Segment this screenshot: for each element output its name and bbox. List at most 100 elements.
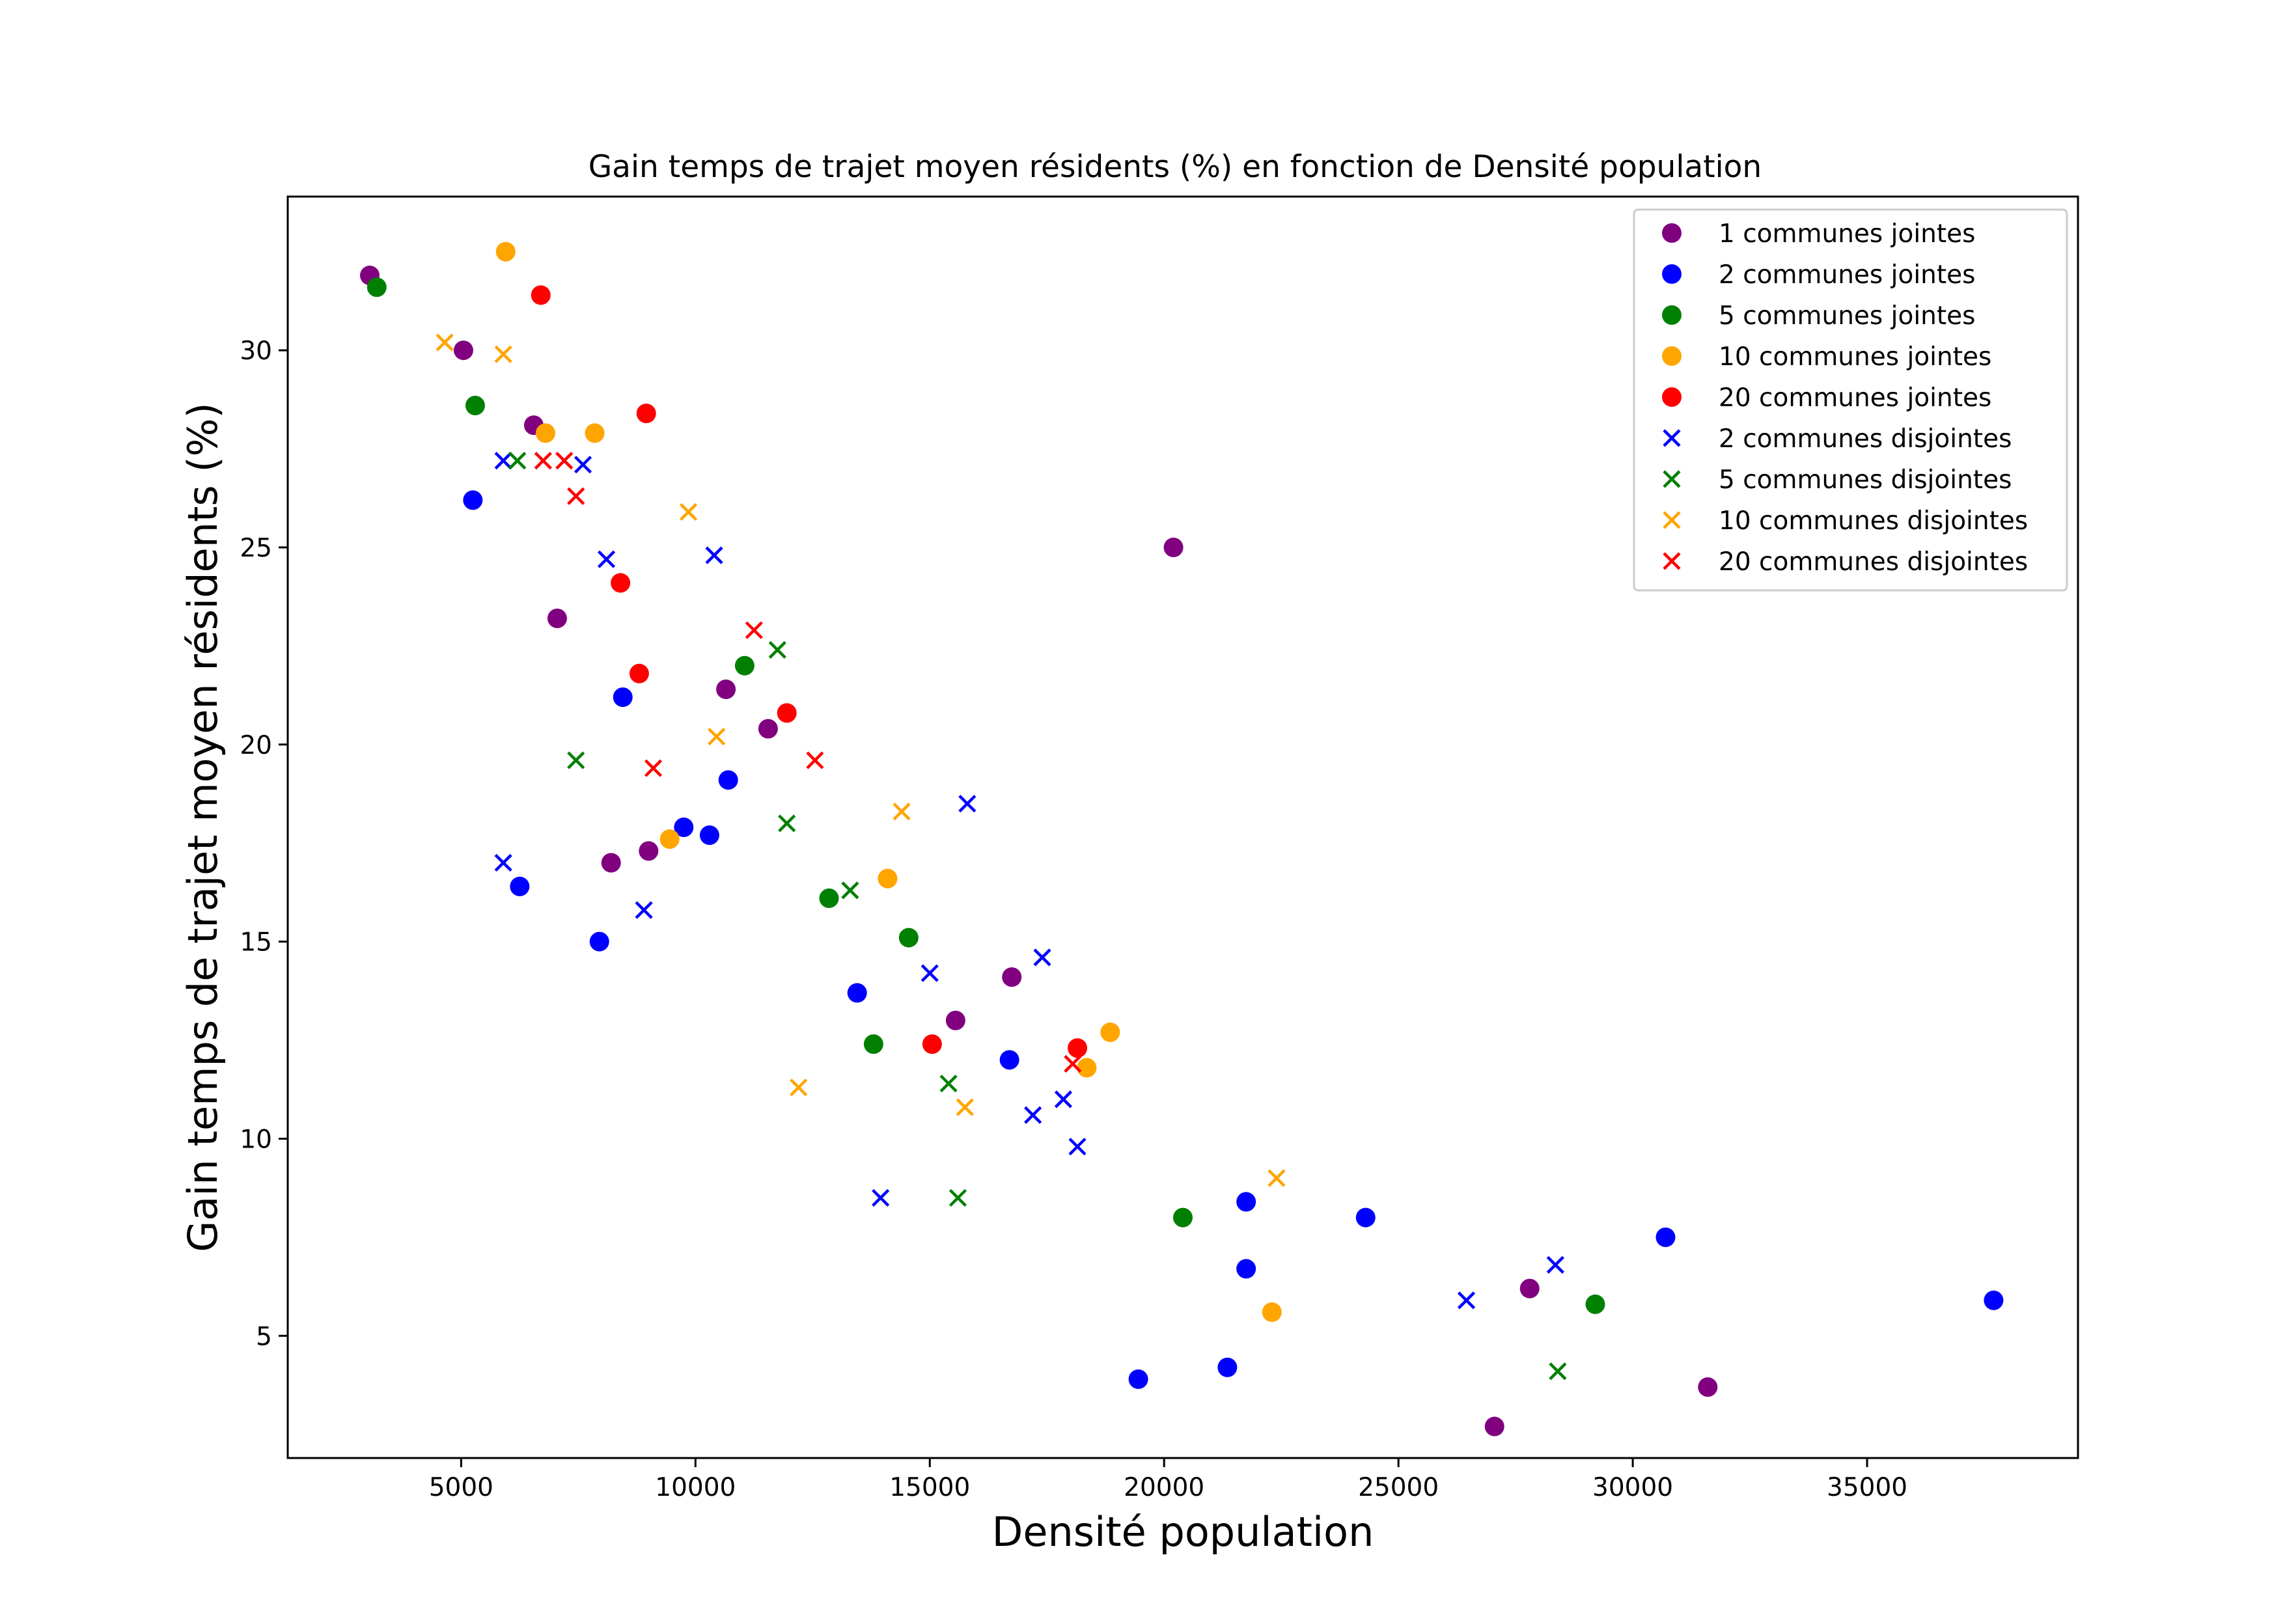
series-3 xyxy=(495,241,1282,1322)
data-point-circle xyxy=(922,1034,942,1054)
data-point-x xyxy=(555,452,574,470)
data-point-circle xyxy=(629,663,649,683)
data-point-circle xyxy=(898,928,919,948)
data-point-circle xyxy=(1068,1038,1088,1058)
data-point-circle xyxy=(601,853,621,873)
data-point-circle xyxy=(1100,1022,1120,1042)
data-point-x xyxy=(949,1189,967,1207)
data-point-circle xyxy=(547,609,567,629)
data-point-circle xyxy=(716,680,736,700)
data-point-x xyxy=(708,728,726,746)
x-tick-label: 20000 xyxy=(1124,1473,1204,1502)
data-point-x xyxy=(574,456,592,474)
y-axis-ticks: 5 10 15 20 25 30 xyxy=(240,337,288,1351)
data-point-circle xyxy=(863,1034,883,1054)
legend-entry-label: 5 communes disjointes xyxy=(1719,465,2012,495)
chart-title: Gain temps de trajet moyen résidents (%)… xyxy=(589,149,1762,185)
data-point-circle xyxy=(699,825,719,846)
data-point-x xyxy=(508,452,527,470)
y-tick-label: 5 xyxy=(256,1322,272,1351)
x-tick-label: 10000 xyxy=(655,1473,736,1502)
data-point-x xyxy=(567,751,585,769)
data-point-x xyxy=(790,1079,808,1097)
x-tick-label: 25000 xyxy=(1358,1473,1439,1502)
legend-marker xyxy=(1662,305,1682,325)
data-point-circle xyxy=(674,818,694,837)
data-point-circle xyxy=(639,841,659,861)
x-tick-label: 35000 xyxy=(1827,1473,1907,1502)
data-point-x xyxy=(778,814,796,833)
data-points xyxy=(359,241,2004,1437)
data-point-x xyxy=(597,550,616,568)
legend-entry-label: 10 communes disjointes xyxy=(1719,506,2028,536)
data-point-x xyxy=(1457,1291,1476,1310)
legend-marker xyxy=(1662,346,1682,366)
legend-marker xyxy=(1663,511,1681,529)
data-point-x xyxy=(644,759,663,777)
data-point-circle xyxy=(1128,1369,1148,1389)
data-point-x xyxy=(494,452,512,470)
data-point-x xyxy=(1267,1169,1286,1187)
legend-marker xyxy=(1663,429,1681,447)
series-4 xyxy=(531,285,1088,1058)
data-point-x xyxy=(956,1098,974,1116)
data-point-x xyxy=(841,881,859,900)
data-point-circle xyxy=(613,687,633,708)
data-point-x xyxy=(872,1189,890,1207)
data-point-circle xyxy=(1077,1058,1097,1078)
legend-marker xyxy=(1663,470,1681,488)
legend-marker xyxy=(1662,223,1682,243)
y-axis-label: Gain temps de trajet moyen résidents (%) xyxy=(179,402,227,1252)
y-tick-label: 25 xyxy=(240,534,272,563)
x-axis-label: Densité population xyxy=(992,1508,1374,1556)
data-point-circle xyxy=(636,404,656,424)
data-point-circle xyxy=(1698,1377,1718,1397)
y-tick-label: 15 xyxy=(240,928,272,957)
data-point-circle xyxy=(453,340,473,361)
data-point-x xyxy=(534,452,552,470)
data-point-circle xyxy=(878,868,898,888)
data-point-x xyxy=(958,795,976,813)
data-point-x xyxy=(893,803,911,821)
x-tick-label: 5000 xyxy=(429,1473,493,1502)
data-point-x xyxy=(494,345,512,363)
data-point-circle xyxy=(585,423,605,443)
data-point-circle xyxy=(819,888,839,909)
data-point-circle xyxy=(465,395,485,415)
y-tick-label: 30 xyxy=(240,337,272,366)
legend-entry-label: 1 communes jointes xyxy=(1719,219,1976,249)
legend: 1 communes jointes 2 communes jointes 5 co… xyxy=(1633,208,2068,592)
data-point-x xyxy=(436,333,454,351)
data-point-x xyxy=(1549,1362,1567,1381)
legend-entry-label: 10 communes jointes xyxy=(1719,342,1991,372)
data-point-x xyxy=(1546,1256,1564,1274)
x-tick-label: 15000 xyxy=(889,1473,970,1502)
data-point-x xyxy=(494,853,512,872)
data-point-x xyxy=(921,964,939,982)
data-point-circle xyxy=(535,423,555,443)
x-axis-ticks: 5000 10000 15000 20000 25000 30000 35000 xyxy=(429,1458,1907,1502)
data-point-x xyxy=(1068,1137,1087,1156)
series-5 xyxy=(494,452,1564,1310)
legend-entry-label: 5 communes jointes xyxy=(1719,301,1976,331)
data-point-circle xyxy=(611,573,631,593)
plot-area-frame xyxy=(286,195,2079,1459)
legend-entry-label: 2 communes disjointes xyxy=(1719,424,2012,454)
data-point-circle xyxy=(1217,1357,1238,1377)
data-point-circle xyxy=(510,876,530,896)
data-point-circle xyxy=(1236,1192,1256,1212)
series-6 xyxy=(508,452,1567,1381)
data-point-circle xyxy=(1236,1259,1256,1279)
data-point-circle xyxy=(1355,1207,1376,1228)
data-point-circle xyxy=(659,829,680,849)
y-tick-label: 10 xyxy=(240,1125,272,1154)
data-point-circle xyxy=(1984,1290,2004,1310)
data-point-circle xyxy=(1655,1227,1676,1247)
data-point-circle xyxy=(1002,967,1022,987)
data-point-x xyxy=(679,502,698,521)
data-point-x xyxy=(806,751,824,769)
data-point-x xyxy=(1033,948,1051,967)
data-point-x xyxy=(705,546,723,564)
data-point-circle xyxy=(1585,1294,1605,1314)
